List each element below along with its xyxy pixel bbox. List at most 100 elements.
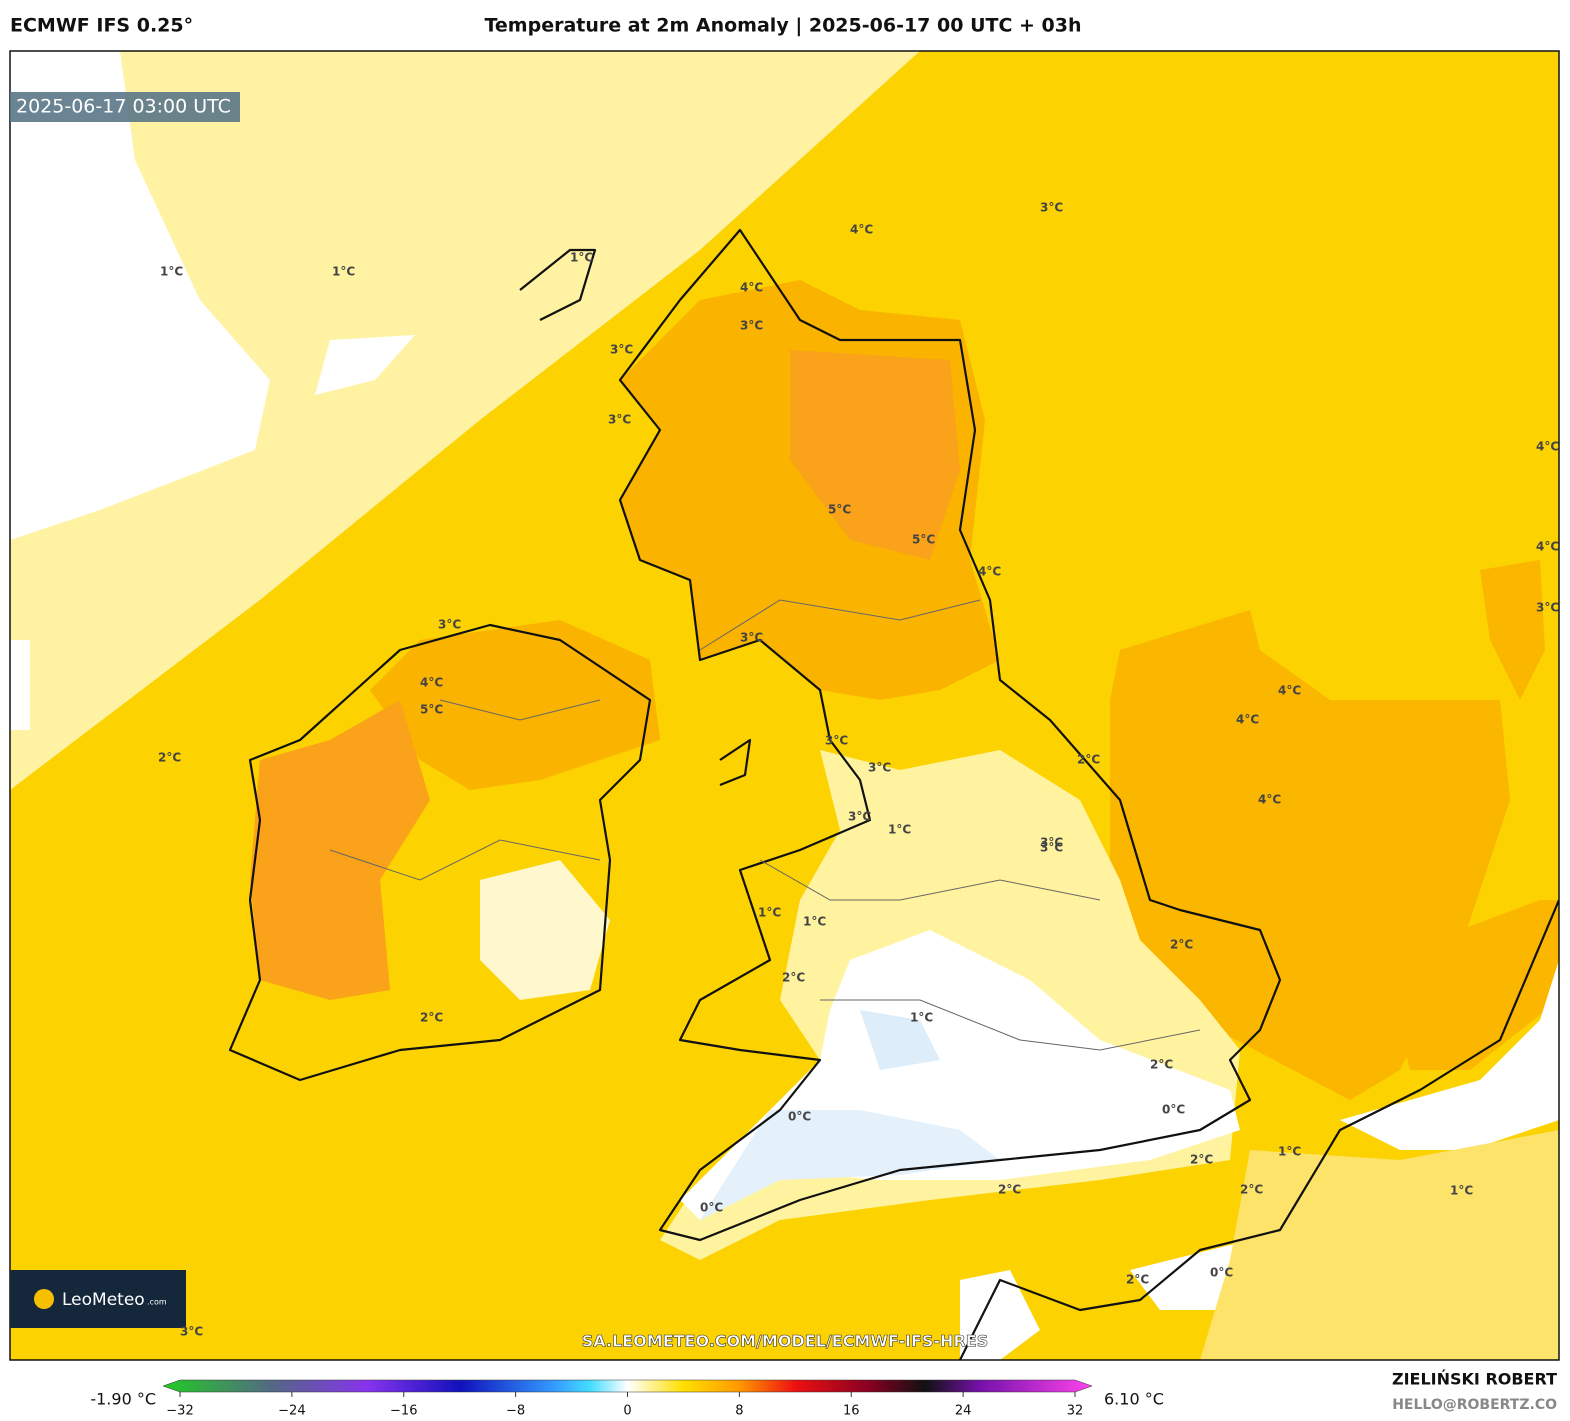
anomaly-field bbox=[10, 51, 920, 790]
contour-label: 3°C bbox=[1040, 836, 1063, 850]
colorbar-tick-label: 24 bbox=[955, 1404, 972, 1419]
contour-label: 3°C bbox=[610, 343, 633, 357]
colorbar-tick-label: −24 bbox=[278, 1404, 305, 1419]
contour-label: 0°C bbox=[1162, 1103, 1185, 1117]
contour-label: 1°C bbox=[570, 251, 593, 265]
anomaly-field bbox=[370, 620, 660, 790]
time-badge bbox=[10, 92, 240, 122]
map-area bbox=[10, 51, 1559, 1360]
contour-label: 3°C bbox=[438, 618, 461, 632]
contour-label: 2°C bbox=[420, 1011, 443, 1025]
contour-label: 3°C bbox=[848, 810, 871, 824]
anomaly-field bbox=[10, 640, 30, 730]
anomaly-field bbox=[1390, 900, 1559, 1070]
colorbar-tick-label: −8 bbox=[506, 1404, 525, 1419]
contour-label: 1°C bbox=[888, 823, 911, 837]
model-name: ECMWF IFS 0.25° bbox=[10, 15, 193, 37]
contour-label: 3°C bbox=[868, 761, 891, 775]
coastline bbox=[719, 738, 752, 787]
border bbox=[699, 599, 981, 651]
contour-label: 3°C bbox=[1040, 841, 1063, 855]
colorbar-tick-label: −32 bbox=[166, 1404, 193, 1419]
contour-label: 1°C bbox=[803, 915, 826, 929]
border bbox=[820, 999, 1201, 1051]
map-frame bbox=[9, 50, 1560, 1361]
contour-label: 1°C bbox=[332, 265, 355, 279]
contour-label: 2°C bbox=[998, 1183, 1021, 1197]
anomaly-field bbox=[960, 1270, 1040, 1360]
colorbar-tick-label: −16 bbox=[390, 1404, 417, 1419]
contour-label: 4°C bbox=[978, 565, 1001, 579]
contour-label: 2°C bbox=[1240, 1183, 1263, 1197]
contour-label: 4°C bbox=[1536, 540, 1559, 554]
contour-label: 5°C bbox=[912, 533, 935, 547]
anomaly-field bbox=[10, 51, 270, 540]
anomaly-field bbox=[1200, 1130, 1559, 1360]
contour-label: 4°C bbox=[1258, 793, 1281, 807]
contour-label: 0°C bbox=[788, 1110, 811, 1124]
contour-label: 3°C bbox=[740, 631, 763, 645]
colorbar-ramp bbox=[162, 1379, 1093, 1393]
contact: HELLO@ROBERTZ.CO bbox=[1392, 1397, 1557, 1413]
author: ZIELIŃSKI ROBERT bbox=[1392, 1370, 1557, 1389]
contour-label: 2°C bbox=[1126, 1273, 1149, 1287]
border bbox=[329, 839, 601, 881]
colorbar-tick-label: 0 bbox=[623, 1404, 631, 1419]
logo-name: LeoMeteo bbox=[62, 1290, 145, 1310]
colorbar-tick-label: 8 bbox=[735, 1404, 743, 1419]
contour-label: 3°C bbox=[740, 319, 763, 333]
contour-label: 4°C bbox=[420, 676, 443, 690]
contour-label: 4°C bbox=[850, 223, 873, 237]
contour-label: 0°C bbox=[1210, 1266, 1233, 1280]
colorbar-min: -1.90 °C bbox=[90, 1390, 156, 1409]
coastline bbox=[959, 899, 1559, 1360]
contour-label: 0°C bbox=[700, 1201, 723, 1215]
anomaly-field bbox=[700, 1110, 1000, 1220]
contour-label: 3°C bbox=[825, 734, 848, 748]
contour-label: 3°C bbox=[608, 413, 631, 427]
map-title: Temperature at 2m Anomaly | 2025-06-17 0… bbox=[484, 15, 1081, 37]
anomaly-field bbox=[860, 1010, 940, 1070]
contour-label: 1°C bbox=[758, 906, 781, 920]
contour-label: 3°C bbox=[180, 1325, 203, 1339]
anomaly-field bbox=[250, 700, 430, 1000]
contour-label: 5°C bbox=[420, 703, 443, 717]
contour-label: 4°C bbox=[1236, 713, 1259, 727]
anomaly-field bbox=[480, 860, 610, 1000]
contour-label: 2°C bbox=[1150, 1058, 1173, 1072]
anomaly-field bbox=[790, 350, 960, 560]
contour-label: 1°C bbox=[160, 265, 183, 279]
border bbox=[759, 859, 1101, 901]
border bbox=[439, 699, 601, 721]
contour-label: 2°C bbox=[782, 971, 805, 985]
contour-label: 2°C bbox=[1077, 753, 1100, 767]
colorbar-max: 6.10 °C bbox=[1104, 1390, 1164, 1409]
contour-label: 4°C bbox=[1536, 440, 1559, 454]
contour-label: 3°C bbox=[1536, 601, 1559, 615]
colorbar: −32 −24 −16 −8 0 8 16 24 32 bbox=[162, 1379, 1093, 1419]
source-url: SA.LEOMETEO.COM/MODEL/ECMWF-IFS-HRES bbox=[582, 1332, 988, 1351]
colorbar-tick-label: 16 bbox=[843, 1404, 860, 1419]
contour-label: 2°C bbox=[1190, 1153, 1213, 1167]
contour-label: 3°C bbox=[1040, 201, 1063, 215]
contour-label: 1°C bbox=[1450, 1184, 1473, 1198]
logo-sun bbox=[34, 1289, 54, 1309]
contour-label: 2°C bbox=[158, 751, 181, 765]
contour-label: 1°C bbox=[910, 1011, 933, 1025]
contour-label: 1°C bbox=[1278, 1145, 1301, 1159]
contour-label: 2°C bbox=[1170, 938, 1193, 952]
anomaly-field bbox=[315, 335, 415, 395]
contour-label: 4°C bbox=[1278, 684, 1301, 698]
contour-label: 4°C bbox=[740, 281, 763, 295]
anomaly-field bbox=[1340, 960, 1559, 1150]
coastline bbox=[618, 228, 1282, 1242]
anomaly-field bbox=[1480, 560, 1545, 700]
contour-label: 5°C bbox=[828, 503, 851, 517]
colorbar-tick-label: 32 bbox=[1067, 1404, 1084, 1419]
coastline bbox=[519, 248, 597, 321]
coastline bbox=[228, 623, 652, 1082]
logo-suffix: .com bbox=[147, 1298, 167, 1307]
valid-time: 2025-06-17 03:00 UTC bbox=[16, 96, 231, 118]
